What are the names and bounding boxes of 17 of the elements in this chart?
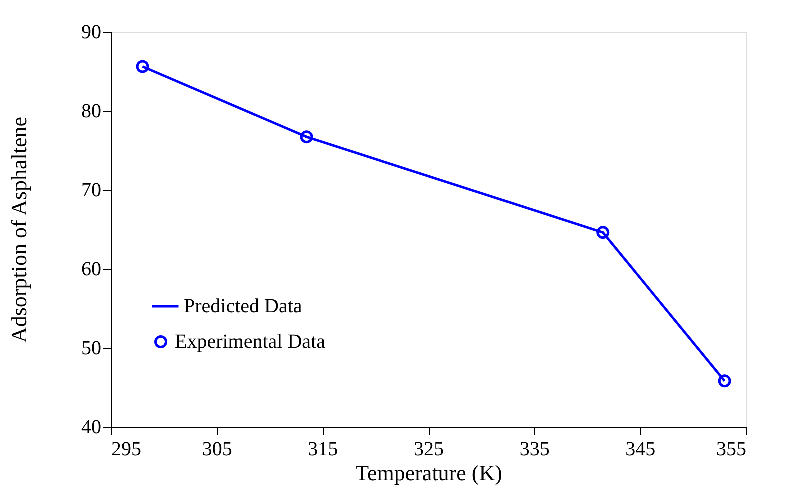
x-tick-label: 295 — [112, 438, 142, 460]
y-tick-label: 90 — [82, 22, 102, 44]
y-tick-label: 60 — [82, 258, 102, 280]
y-tick-label: 70 — [82, 180, 102, 202]
y-tick-label: 40 — [82, 416, 102, 438]
y-tick-label: 50 — [82, 338, 102, 360]
x-tick-label: 325 — [414, 438, 444, 460]
legend-label: Experimental Data — [175, 331, 326, 353]
x-tick-label: 305 — [202, 438, 232, 460]
y-axis-title: Adsorption of Asphaltene — [6, 116, 32, 344]
legend-label: Predicted Data — [184, 296, 302, 318]
x-tick-label: 315 — [308, 438, 338, 460]
x-tick-label: 345 — [626, 438, 656, 460]
x-tick-label: 355 — [716, 438, 746, 460]
x-axis-title: Temperature (K) — [356, 460, 502, 486]
y-tick-label: 80 — [82, 100, 102, 122]
x-tick-label: 335 — [520, 438, 550, 460]
